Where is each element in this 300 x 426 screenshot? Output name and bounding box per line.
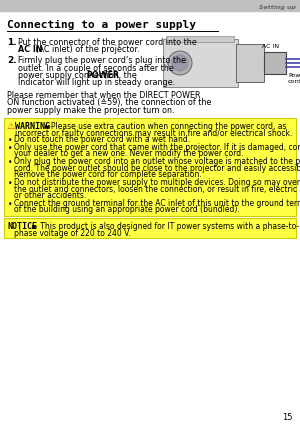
Text: ⚠: ⚠ <box>7 122 15 131</box>
Text: outlet. In a couple of seconds after the: outlet. In a couple of seconds after the <box>18 63 174 72</box>
Text: 1.: 1. <box>7 38 16 47</box>
Text: ► This product is also designed for IT power systems with a phase-to-: ► This product is also designed for IT p… <box>32 222 299 231</box>
Text: NOTICE: NOTICE <box>7 222 37 231</box>
Text: AC IN: AC IN <box>18 45 43 54</box>
Text: •: • <box>8 178 13 188</box>
Text: Only plug the power cord into an outlet whose voltage is matched to the power: Only plug the power cord into an outlet … <box>14 157 300 166</box>
Bar <box>236 44 264 82</box>
Text: cord. The power outlet should be close to the projector and easily accessible.: cord. The power outlet should be close t… <box>14 164 300 173</box>
Text: phase voltage of 220 to 240 V.: phase voltage of 220 to 240 V. <box>14 229 131 238</box>
Text: Connecting to a power supply: Connecting to a power supply <box>7 20 196 30</box>
Text: 2.: 2. <box>7 56 16 66</box>
Text: power supply connection, the: power supply connection, the <box>18 71 139 80</box>
Text: Please remember that when the DIRECT POWER: Please remember that when the DIRECT POW… <box>7 91 200 100</box>
Text: power supply make the projector turn on.: power supply make the projector turn on. <box>7 106 175 115</box>
Text: (AC inlet) of the projector.: (AC inlet) of the projector. <box>33 45 140 54</box>
Text: Connect the ground terminal for the AC inlet of this unit to the ground terminal: Connect the ground terminal for the AC i… <box>14 199 300 207</box>
Text: •: • <box>8 144 13 153</box>
Text: Power
cord: Power cord <box>288 73 300 84</box>
Bar <box>4 218 296 238</box>
Text: AC IN: AC IN <box>262 44 279 49</box>
Text: of the building using an appropriate power cord (bundled).: of the building using an appropriate pow… <box>14 205 240 214</box>
Circle shape <box>168 51 192 75</box>
Text: Setting up: Setting up <box>259 5 296 10</box>
Text: WARNING: WARNING <box>15 122 50 131</box>
Text: POWER: POWER <box>86 71 119 80</box>
Text: ON function activated (≙59), the connection of the: ON function activated (≙59), the connect… <box>7 98 212 107</box>
Text: Do not distribute the power supply to multiple devices. Doing so may overload: Do not distribute the power supply to mu… <box>14 178 300 187</box>
Bar <box>163 39 238 87</box>
Text: or other accidents.: or other accidents. <box>14 191 86 200</box>
Text: 15: 15 <box>283 413 293 422</box>
Text: incorrect or faulty connections may result in fire and/or electrical shock.: incorrect or faulty connections may resu… <box>15 129 292 138</box>
Text: Do not touch the power cord with a wet hand.: Do not touch the power cord with a wet h… <box>14 135 190 144</box>
Text: •: • <box>8 200 13 209</box>
Text: Remove the power cord for complete separation.: Remove the power cord for complete separ… <box>14 170 202 179</box>
Text: indicator will light up in steady orange.: indicator will light up in steady orange… <box>18 78 175 87</box>
Bar <box>4 118 296 216</box>
Bar <box>264 52 286 74</box>
Text: Only use the power cord that came with the projector. If it is damaged, consult: Only use the power cord that came with t… <box>14 143 300 152</box>
Text: the outlet and connectors, loosen the connection, or result in fire, electric sh: the outlet and connectors, loosen the co… <box>14 184 300 193</box>
Text: Firmly plug the power cord’s plug into the: Firmly plug the power cord’s plug into t… <box>18 56 186 66</box>
Bar <box>0 0 300 11</box>
Text: •: • <box>8 158 13 167</box>
Text: •: • <box>8 136 13 145</box>
Text: your dealer to get a new one. Never modify the power cord.: your dealer to get a new one. Never modi… <box>14 150 244 158</box>
Bar <box>166 36 234 42</box>
Circle shape <box>172 55 188 71</box>
Text: ►Please use extra caution when connecting the power cord, as: ►Please use extra caution when connectin… <box>45 122 286 131</box>
Text: Put the connector of the power cord into the: Put the connector of the power cord into… <box>18 38 197 47</box>
